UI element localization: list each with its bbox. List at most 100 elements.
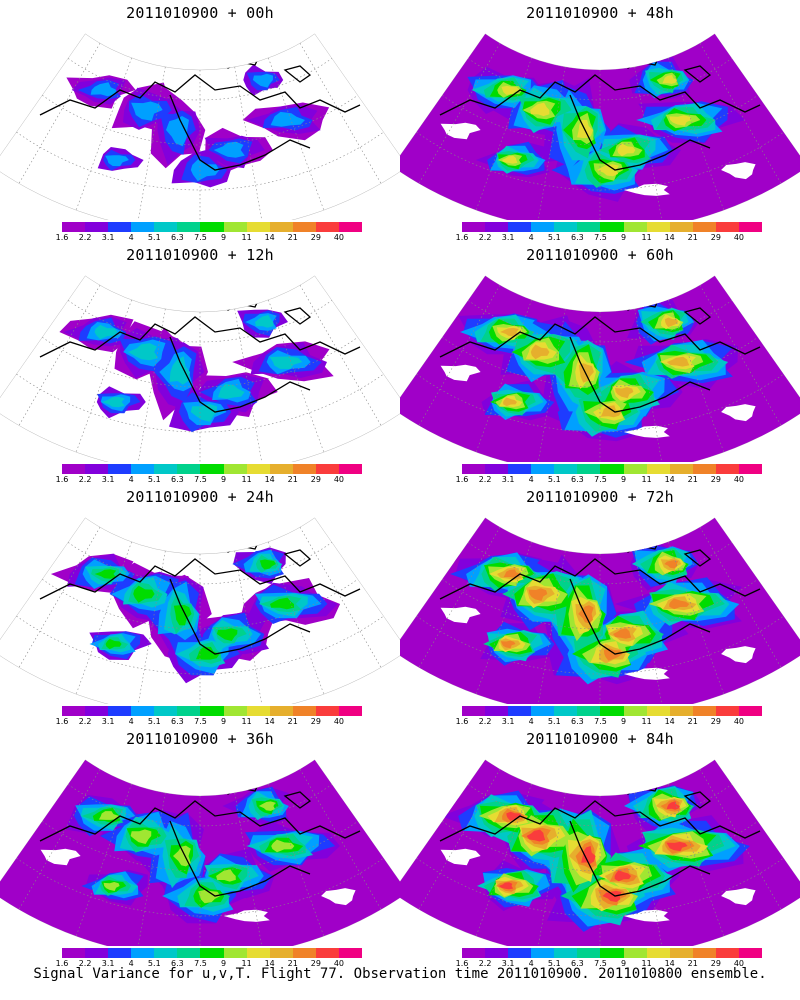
latitude-line (42, 95, 358, 146)
meridian-line (418, 769, 501, 910)
latitude-line (442, 579, 758, 630)
colorbar-swatch (292, 706, 316, 716)
colorbar-swatch (154, 706, 178, 716)
colorbar-swatch (692, 948, 716, 958)
latitude-line (42, 821, 358, 872)
colorbar-swatch (85, 948, 109, 958)
variance-contour (105, 155, 129, 167)
variance-contour (664, 560, 679, 569)
colorbar-swatch (269, 222, 293, 232)
colorbar-swatch (154, 222, 178, 232)
island-cluster (214, 765, 263, 795)
colorbar-swatch (131, 948, 155, 958)
colorbar-swatch (554, 464, 578, 474)
colorbar-label: 14 (664, 717, 675, 726)
field-gap (223, 909, 270, 922)
colorbar-label: 6.3 (171, 717, 184, 726)
variance-contour (190, 159, 220, 182)
colorbar-swatch (485, 948, 509, 958)
colorbar-label: 3.1 (101, 959, 115, 968)
map-panel-48h: 2011010900 + 48h 1.6 2.2 3.1 4 5.1 6.3 7.5 9 11 1… (400, 0, 800, 242)
colorbar-swatch (338, 464, 363, 474)
colorbar-label: 2.2 (78, 717, 92, 726)
colorbar-label: 5.1 (547, 233, 561, 242)
colorbar-label: 14 (264, 233, 275, 242)
map-panel-84h: 2011010900 + 84h 1.6 2.2 3.1 4 5.1 6.3 7.5 9 11 1… (400, 726, 800, 968)
meridian-line (75, 541, 132, 695)
latitude-line (67, 300, 333, 343)
colorbar-swatch (600, 706, 624, 716)
figure-caption: Signal Variance for u,v,T. Flight 77. Ob… (33, 966, 767, 982)
variance-contour (258, 801, 276, 811)
colorbar-swatch (577, 222, 601, 232)
graticule (416, 527, 784, 704)
colorbar-swatch (338, 948, 363, 958)
colorbar-label: 3.1 (101, 475, 115, 484)
colorbar-swatch (692, 706, 716, 716)
colorbar-label: 6.3 (171, 475, 184, 484)
latitude-line (442, 821, 758, 872)
island (683, 791, 712, 809)
colorbar-label: 29 (310, 959, 321, 968)
latitude-line (42, 579, 358, 630)
colorbar-swatch (200, 464, 224, 474)
island-cluster (614, 39, 663, 69)
colorbar-label: 2.2 (478, 717, 492, 726)
colorbar-swatch (223, 948, 247, 958)
colorbar-swatch (738, 222, 763, 232)
field-gap (321, 888, 356, 906)
meridian-line (668, 541, 725, 695)
colorbar-label: 2.2 (478, 233, 492, 242)
colorbar-label: 21 (287, 717, 298, 726)
colorbar-label: 40 (333, 717, 345, 726)
colorbar-swatch (600, 464, 624, 474)
colorbar-swatch (131, 464, 155, 474)
colorbar-swatch (246, 222, 270, 232)
variance-field (50, 547, 341, 684)
colorbar-swatch (62, 948, 86, 958)
colorbar-label: 11 (241, 233, 252, 242)
colorbar-swatch (131, 222, 155, 232)
colorbar-label: 29 (710, 233, 721, 242)
variance-contour (600, 405, 622, 418)
colorbar-label: 14 (264, 717, 275, 726)
coastline-path (569, 578, 711, 655)
colorbar (62, 222, 363, 232)
colorbar-labels: 1.6 2.2 3.1 4 5.1 6.3 7.5 9 11 14 21 29 40 (56, 475, 362, 485)
meridian-line (299, 285, 382, 426)
colorbar-label: 21 (287, 475, 298, 484)
colorbar-label: 14 (264, 959, 275, 968)
field-gap (623, 425, 670, 438)
colorbar-label: 21 (287, 233, 298, 242)
coastline-path (569, 336, 711, 413)
field-gap (721, 404, 756, 422)
colorbar-label: 6.3 (571, 233, 584, 242)
meridian-line (699, 43, 782, 184)
variance-map (0, 517, 400, 704)
colorbar (62, 706, 363, 716)
colorbar-label: 21 (287, 959, 298, 968)
meridian-line (668, 299, 725, 453)
island (283, 65, 312, 83)
colorbar-label: 11 (641, 959, 652, 968)
coastline-path (39, 316, 361, 358)
colorbar-swatch (692, 464, 716, 474)
colorbar-labels: 1.6 2.2 3.1 4 5.1 6.3 7.5 9 11 14 21 29 40 (456, 959, 762, 969)
colorbar-swatch (108, 948, 132, 958)
colorbar-swatch (462, 948, 486, 958)
graticule (16, 769, 384, 946)
colorbar-swatch (200, 948, 224, 958)
colorbar-labels: 1.6 2.2 3.1 4 5.1 6.3 7.5 9 11 14 21 29 40 (56, 233, 362, 243)
variance-contour (666, 801, 680, 810)
colorbar-label: 9 (620, 233, 627, 242)
field-gap (721, 646, 756, 664)
island (283, 791, 312, 809)
colorbar-swatch (177, 464, 201, 474)
meridian-line (634, 550, 664, 704)
variance-map (400, 33, 800, 220)
variance-contour (666, 841, 688, 852)
colorbar-label: 7.5 (194, 475, 207, 484)
colorbar-label: 1.6 (55, 717, 69, 726)
colorbar-label: 11 (641, 475, 652, 484)
colorbar-label: 1.6 (55, 475, 69, 484)
